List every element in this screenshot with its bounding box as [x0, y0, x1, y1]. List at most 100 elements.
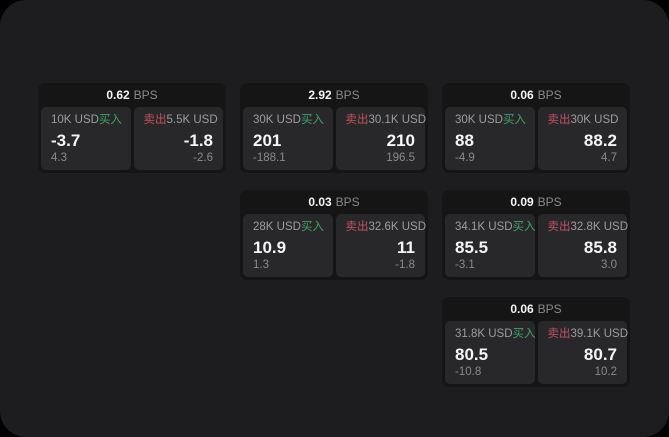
buy-panel[interactable]: 30K USD 买入 201 -188.1 [243, 107, 333, 170]
buy-change: 1.3 [253, 258, 269, 271]
sell-change: 4.7 [601, 151, 617, 164]
card-body: 28K USD 买入 10.9 1.3 卖出 32.6K USD 11 -1.8 [243, 214, 427, 277]
buy-price: 10.9 [253, 237, 287, 257]
buy-label: 买入 [512, 328, 536, 340]
quote-card: 0.06 BPS 30K USD 买入 88 -4.9 卖出 30K USD 8… [442, 83, 630, 173]
sell-label: 卖出 [547, 221, 571, 233]
bps-unit: BPS [335, 88, 360, 102]
sell-size: 32.8K USD [570, 221, 629, 233]
card-body: 30K USD 买入 201 -188.1 卖出 30.1K USD 210 1… [243, 107, 427, 170]
sell-change: 3.0 [601, 258, 617, 271]
card-body: 10K USD 买入 -3.7 4.3 卖出 5.5K USD -1.8 -2.… [41, 107, 223, 170]
sell-price: 11 [397, 237, 415, 257]
buy-panel[interactable]: 31.8K USD 买入 80.5 -10.8 [445, 321, 536, 384]
buy-change: -188.1 [253, 151, 286, 164]
sell-size: 30.1K USD [368, 114, 427, 126]
bps-unit: BPS [537, 195, 562, 209]
buy-panel-top: 30K USD 买入 [455, 114, 526, 127]
quote-card: 2.92 BPS 30K USD 买入 201 -188.1 卖出 30.1K … [240, 83, 428, 173]
sell-panel-top: 卖出 39.1K USD [547, 328, 629, 341]
buy-panel[interactable]: 10K USD 买入 -3.7 4.3 [41, 107, 131, 170]
sell-panel-top: 卖出 32.8K USD [547, 221, 629, 234]
bps-unit: BPS [133, 88, 158, 102]
sell-label: 卖出 [345, 221, 369, 233]
buy-price: 85.5 [455, 237, 489, 257]
bps-value: 2.92 [308, 88, 332, 102]
sell-price: 88.2 [583, 130, 617, 150]
card-body: 34.1K USD 买入 85.5 -3.1 卖出 32.8K USD 85.8… [445, 214, 629, 277]
buy-panel-top: 34.1K USD 买入 [455, 221, 536, 234]
buy-price: 201 [253, 130, 282, 150]
sell-price: 210 [386, 130, 415, 150]
sell-change: -1.8 [395, 258, 415, 271]
sell-panel-top: 卖出 5.5K USD [143, 114, 218, 127]
buy-price: -3.7 [51, 130, 81, 150]
buy-size: 30K USD [253, 114, 301, 126]
card-header: 0.06 BPS [445, 83, 627, 107]
bps-value: 0.06 [510, 88, 534, 102]
buy-change: -3.1 [455, 258, 475, 271]
quote-card: 0.03 BPS 28K USD 买入 10.9 1.3 卖出 32.6K US… [240, 190, 428, 280]
card-header: 0.62 BPS [41, 83, 223, 107]
buy-change: -4.9 [455, 151, 475, 164]
bps-value: 0.09 [510, 195, 534, 209]
buy-price: 80.5 [455, 344, 489, 364]
buy-label: 买入 [300, 221, 324, 233]
bps-unit: BPS [537, 302, 562, 316]
sell-size: 32.6K USD [368, 221, 427, 233]
buy-panel-top: 10K USD 买入 [51, 114, 122, 127]
sell-size: 5.5K USD [166, 114, 218, 126]
sell-label: 卖出 [547, 114, 571, 126]
quote-card: 0.09 BPS 34.1K USD 买入 85.5 -3.1 卖出 32.8K… [442, 190, 630, 280]
cards-grid: 0.62 BPS 10K USD 买入 -3.7 4.3 卖出 5.5K USD… [38, 83, 630, 387]
card-header: 0.03 BPS [243, 190, 425, 214]
sell-size: 39.1K USD [570, 328, 629, 340]
sell-panel-top: 卖出 30K USD [547, 114, 619, 127]
card-header: 2.92 BPS [243, 83, 425, 107]
buy-change: 4.3 [51, 151, 67, 164]
bps-value: 0.03 [308, 195, 332, 209]
sell-price: 85.8 [583, 237, 617, 257]
card-header: 0.06 BPS [445, 297, 627, 321]
sell-change: -2.6 [193, 151, 213, 164]
sell-panel[interactable]: 卖出 5.5K USD -1.8 -2.6 [133, 107, 223, 170]
bps-value: 0.06 [510, 302, 534, 316]
quote-card: 0.06 BPS 31.8K USD 买入 80.5 -10.8 卖出 39.1… [442, 297, 630, 387]
card-body: 30K USD 买入 88 -4.9 卖出 30K USD 88.2 4.7 [445, 107, 627, 170]
card-body: 31.8K USD 买入 80.5 -10.8 卖出 39.1K USD 80.… [445, 321, 629, 384]
sell-panel[interactable]: 卖出 32.6K USD 11 -1.8 [335, 214, 427, 277]
sell-panel[interactable]: 卖出 30K USD 88.2 4.7 [537, 107, 627, 170]
buy-size: 30K USD [455, 114, 503, 126]
sell-label: 卖出 [143, 114, 167, 126]
sell-panel-top: 卖出 32.6K USD [345, 221, 427, 234]
buy-panel[interactable]: 34.1K USD 买入 85.5 -3.1 [445, 214, 536, 277]
sell-panel[interactable]: 卖出 30.1K USD 210 196.5 [335, 107, 427, 170]
sell-change: 10.2 [594, 365, 617, 378]
buy-panel-top: 28K USD 买入 [253, 221, 324, 234]
sell-size: 30K USD [570, 114, 619, 126]
bps-unit: BPS [335, 195, 360, 209]
buy-label: 买入 [512, 221, 536, 233]
buy-label: 买入 [98, 114, 122, 126]
buy-panel-top: 30K USD 买入 [253, 114, 324, 127]
sell-price: 80.7 [583, 344, 617, 364]
buy-change: -10.8 [455, 365, 482, 378]
buy-panel[interactable]: 30K USD 买入 88 -4.9 [445, 107, 535, 170]
card-header: 0.09 BPS [445, 190, 627, 214]
buy-size: 34.1K USD [455, 221, 513, 233]
sell-price: -1.8 [183, 130, 213, 150]
sell-panel[interactable]: 卖出 39.1K USD 80.7 10.2 [537, 321, 629, 384]
bps-unit: BPS [537, 88, 562, 102]
buy-panel[interactable]: 28K USD 买入 10.9 1.3 [243, 214, 333, 277]
sell-label: 卖出 [547, 328, 571, 340]
buy-price: 88 [455, 130, 474, 150]
sell-panel[interactable]: 卖出 32.8K USD 85.8 3.0 [537, 214, 629, 277]
buy-size: 10K USD [51, 114, 99, 126]
quote-card: 0.62 BPS 10K USD 买入 -3.7 4.3 卖出 5.5K USD… [38, 83, 226, 173]
buy-size: 31.8K USD [455, 328, 513, 340]
sell-change: 196.5 [386, 151, 415, 164]
sell-label: 卖出 [345, 114, 369, 126]
buy-panel-top: 31.8K USD 买入 [455, 328, 536, 341]
buy-label: 买入 [300, 114, 324, 126]
